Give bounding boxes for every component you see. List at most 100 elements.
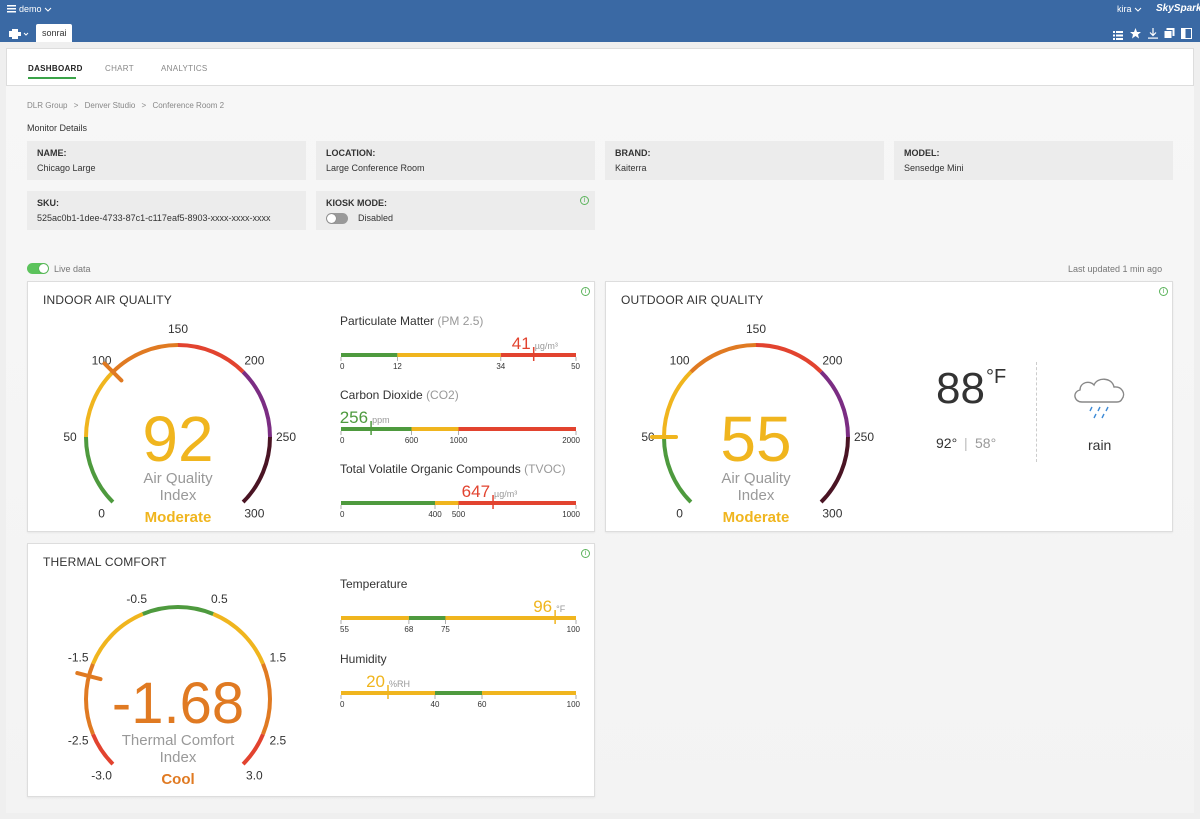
panel-layout-icon[interactable] bbox=[1181, 26, 1192, 44]
windows-icon[interactable] bbox=[1163, 26, 1175, 44]
bar-tick-label: 55 bbox=[340, 625, 349, 634]
field-sku-value: 525ac0b1-1dee-4733-87c1-c117eaf5-8903-xx… bbox=[37, 213, 271, 223]
gauge-tick-label: -0.5 bbox=[126, 592, 147, 606]
outdoor-card-title: OUTDOOR AIR QUALITY bbox=[621, 293, 764, 307]
weather-high: 92° bbox=[936, 435, 958, 451]
co2-meter: Carbon Dioxide (CO2) 0 600 1000 2000 256 ppm bbox=[333, 388, 583, 448]
info-icon[interactable]: i bbox=[581, 549, 590, 558]
bar-tick-label: 50 bbox=[571, 362, 580, 371]
breadcrumb-separator: > bbox=[73, 101, 79, 110]
gauge-label-line1: Thermal Comfort bbox=[122, 732, 235, 749]
gauge-segment-2 bbox=[91, 612, 144, 665]
field-sku-label: SKU: bbox=[37, 198, 59, 208]
kiosk-mode-toggle[interactable] bbox=[326, 213, 348, 224]
temperature-bar: 55 68 75 100 96 °F bbox=[340, 597, 581, 634]
gauge-tick-label: 200 bbox=[822, 354, 842, 368]
user-chevron-down-icon[interactable] bbox=[1134, 5, 1142, 15]
gauge-segment-4 bbox=[212, 612, 265, 665]
field-location: LOCATION: Large Conference Room bbox=[316, 141, 595, 180]
bar-segment-0 bbox=[341, 353, 398, 357]
brand-logo: SkySpark bbox=[1156, 3, 1200, 14]
gauge-segment-0 bbox=[83, 436, 115, 504]
gauge-segment-0 bbox=[661, 436, 693, 504]
bar-tick-label: 2000 bbox=[562, 436, 580, 445]
tab-chart[interactable]: CHART bbox=[105, 64, 134, 73]
weather-divider bbox=[1036, 362, 1037, 462]
gauge-tick-label: 2.5 bbox=[269, 733, 286, 747]
field-kiosk-mode: KIOSK MODE: Disabled i bbox=[316, 191, 595, 230]
tab-sonrai[interactable]: sonrai bbox=[36, 24, 72, 42]
humidity-title: Humidity bbox=[340, 652, 387, 666]
info-icon[interactable]: i bbox=[581, 287, 590, 296]
co2-title: Carbon Dioxide (CO2) bbox=[340, 388, 459, 402]
tab-bar: sonrai bbox=[0, 20, 1200, 42]
gauge-tick-label: 0.5 bbox=[211, 592, 228, 606]
bar-tick-label: 400 bbox=[428, 510, 442, 519]
breadcrumb-level1[interactable]: DLR Group bbox=[27, 101, 68, 110]
bar-value: 647 bbox=[462, 482, 490, 501]
star-icon[interactable] bbox=[1130, 26, 1141, 44]
bar-segment-1 bbox=[408, 616, 446, 620]
tab-sonrai-label: sonrai bbox=[42, 28, 67, 38]
field-location-label: LOCATION: bbox=[326, 148, 376, 158]
gauge-category: Moderate bbox=[723, 509, 790, 526]
bar-tick-label: 0 bbox=[340, 700, 345, 709]
dashboard-content: DLR Group > Denver Studio > Conference R… bbox=[6, 86, 1194, 813]
gauge-segment-3 bbox=[755, 342, 823, 374]
rain-cloud-icon bbox=[1074, 378, 1125, 419]
gauge-tick-label: 3.0 bbox=[246, 768, 263, 782]
chevron-down-icon[interactable] bbox=[44, 5, 52, 15]
app-launcher-icon[interactable] bbox=[9, 26, 29, 44]
gauge-tick-label: -3.0 bbox=[91, 768, 112, 782]
breadcrumb-level2[interactable]: Denver Studio bbox=[84, 101, 136, 110]
sub-navigation: DASHBOARD CHART ANALYTICS bbox=[6, 48, 1194, 86]
bar-tick-label: 600 bbox=[405, 436, 419, 445]
weather-low: 58° bbox=[975, 435, 997, 451]
gauge-segment-1 bbox=[661, 370, 693, 438]
info-icon[interactable]: i bbox=[1159, 287, 1168, 296]
live-data-toggle[interactable] bbox=[27, 263, 49, 274]
gauge-tick-label: 100 bbox=[670, 354, 690, 368]
pm25-title: Particulate Matter (PM 2.5) bbox=[340, 314, 484, 328]
gauge-tick-label: -2.5 bbox=[68, 733, 89, 747]
bar-tick-label: 40 bbox=[431, 700, 440, 709]
gauge-segment-4 bbox=[241, 370, 273, 438]
bar-tick-label: 60 bbox=[478, 700, 487, 709]
bar-segment-0 bbox=[341, 616, 409, 620]
gauge-label-line2: Index bbox=[160, 487, 197, 504]
bar-segment-1 bbox=[435, 501, 459, 505]
download-icon[interactable] bbox=[1148, 26, 1158, 44]
gauge-value: 92 bbox=[142, 403, 213, 475]
bar-tick-label: 34 bbox=[496, 362, 505, 371]
project-selector[interactable]: demo bbox=[19, 4, 42, 14]
field-location-value: Large Conference Room bbox=[326, 163, 425, 173]
bar-tick-label: 1000 bbox=[562, 510, 580, 519]
gauge-segment-5 bbox=[241, 436, 273, 504]
list-view-icon[interactable] bbox=[1113, 27, 1123, 45]
menu-icon[interactable] bbox=[7, 4, 16, 13]
bar-tick-label: 0 bbox=[340, 510, 345, 519]
breadcrumb-separator: > bbox=[141, 101, 147, 110]
field-model: MODEL: Sensedge Mini bbox=[894, 141, 1173, 180]
tab-dashboard[interactable]: DASHBOARD bbox=[28, 64, 83, 73]
bar-unit: %RH bbox=[389, 679, 410, 689]
gauge-tick-label: 0 bbox=[676, 506, 683, 520]
bar-tick-label: 500 bbox=[452, 510, 466, 519]
kiosk-mode-value: Disabled bbox=[358, 213, 394, 223]
tab-analytics[interactable]: ANALYTICS bbox=[161, 64, 208, 73]
gauge-segment-5 bbox=[261, 663, 272, 735]
bar-tick-label: 12 bbox=[393, 362, 402, 371]
outdoor-air-quality-card: OUTDOOR AIR QUALITY i 0 50 100 150 200 250 300… bbox=[605, 281, 1173, 532]
breadcrumb-level3[interactable]: Conference Room 2 bbox=[152, 101, 225, 110]
thermal-comfort-gauge: -3.0 -2.5 -1.5 -0.5 0.5 1.5 2.5 3.0 -1.68Thermal… bbox=[68, 592, 287, 788]
gauge-tick-label: 250 bbox=[854, 430, 874, 444]
field-brand: BRAND: Kaiterra bbox=[605, 141, 884, 180]
gauge-segment-0 bbox=[91, 733, 115, 766]
gauge-segment-4 bbox=[819, 370, 851, 438]
field-model-label: MODEL: bbox=[904, 148, 940, 158]
gauge-tick-label: 0 bbox=[98, 506, 105, 520]
info-icon[interactable]: i bbox=[580, 196, 589, 205]
user-menu[interactable]: kira bbox=[1117, 4, 1132, 14]
bar-tick-label: 0 bbox=[340, 362, 345, 371]
